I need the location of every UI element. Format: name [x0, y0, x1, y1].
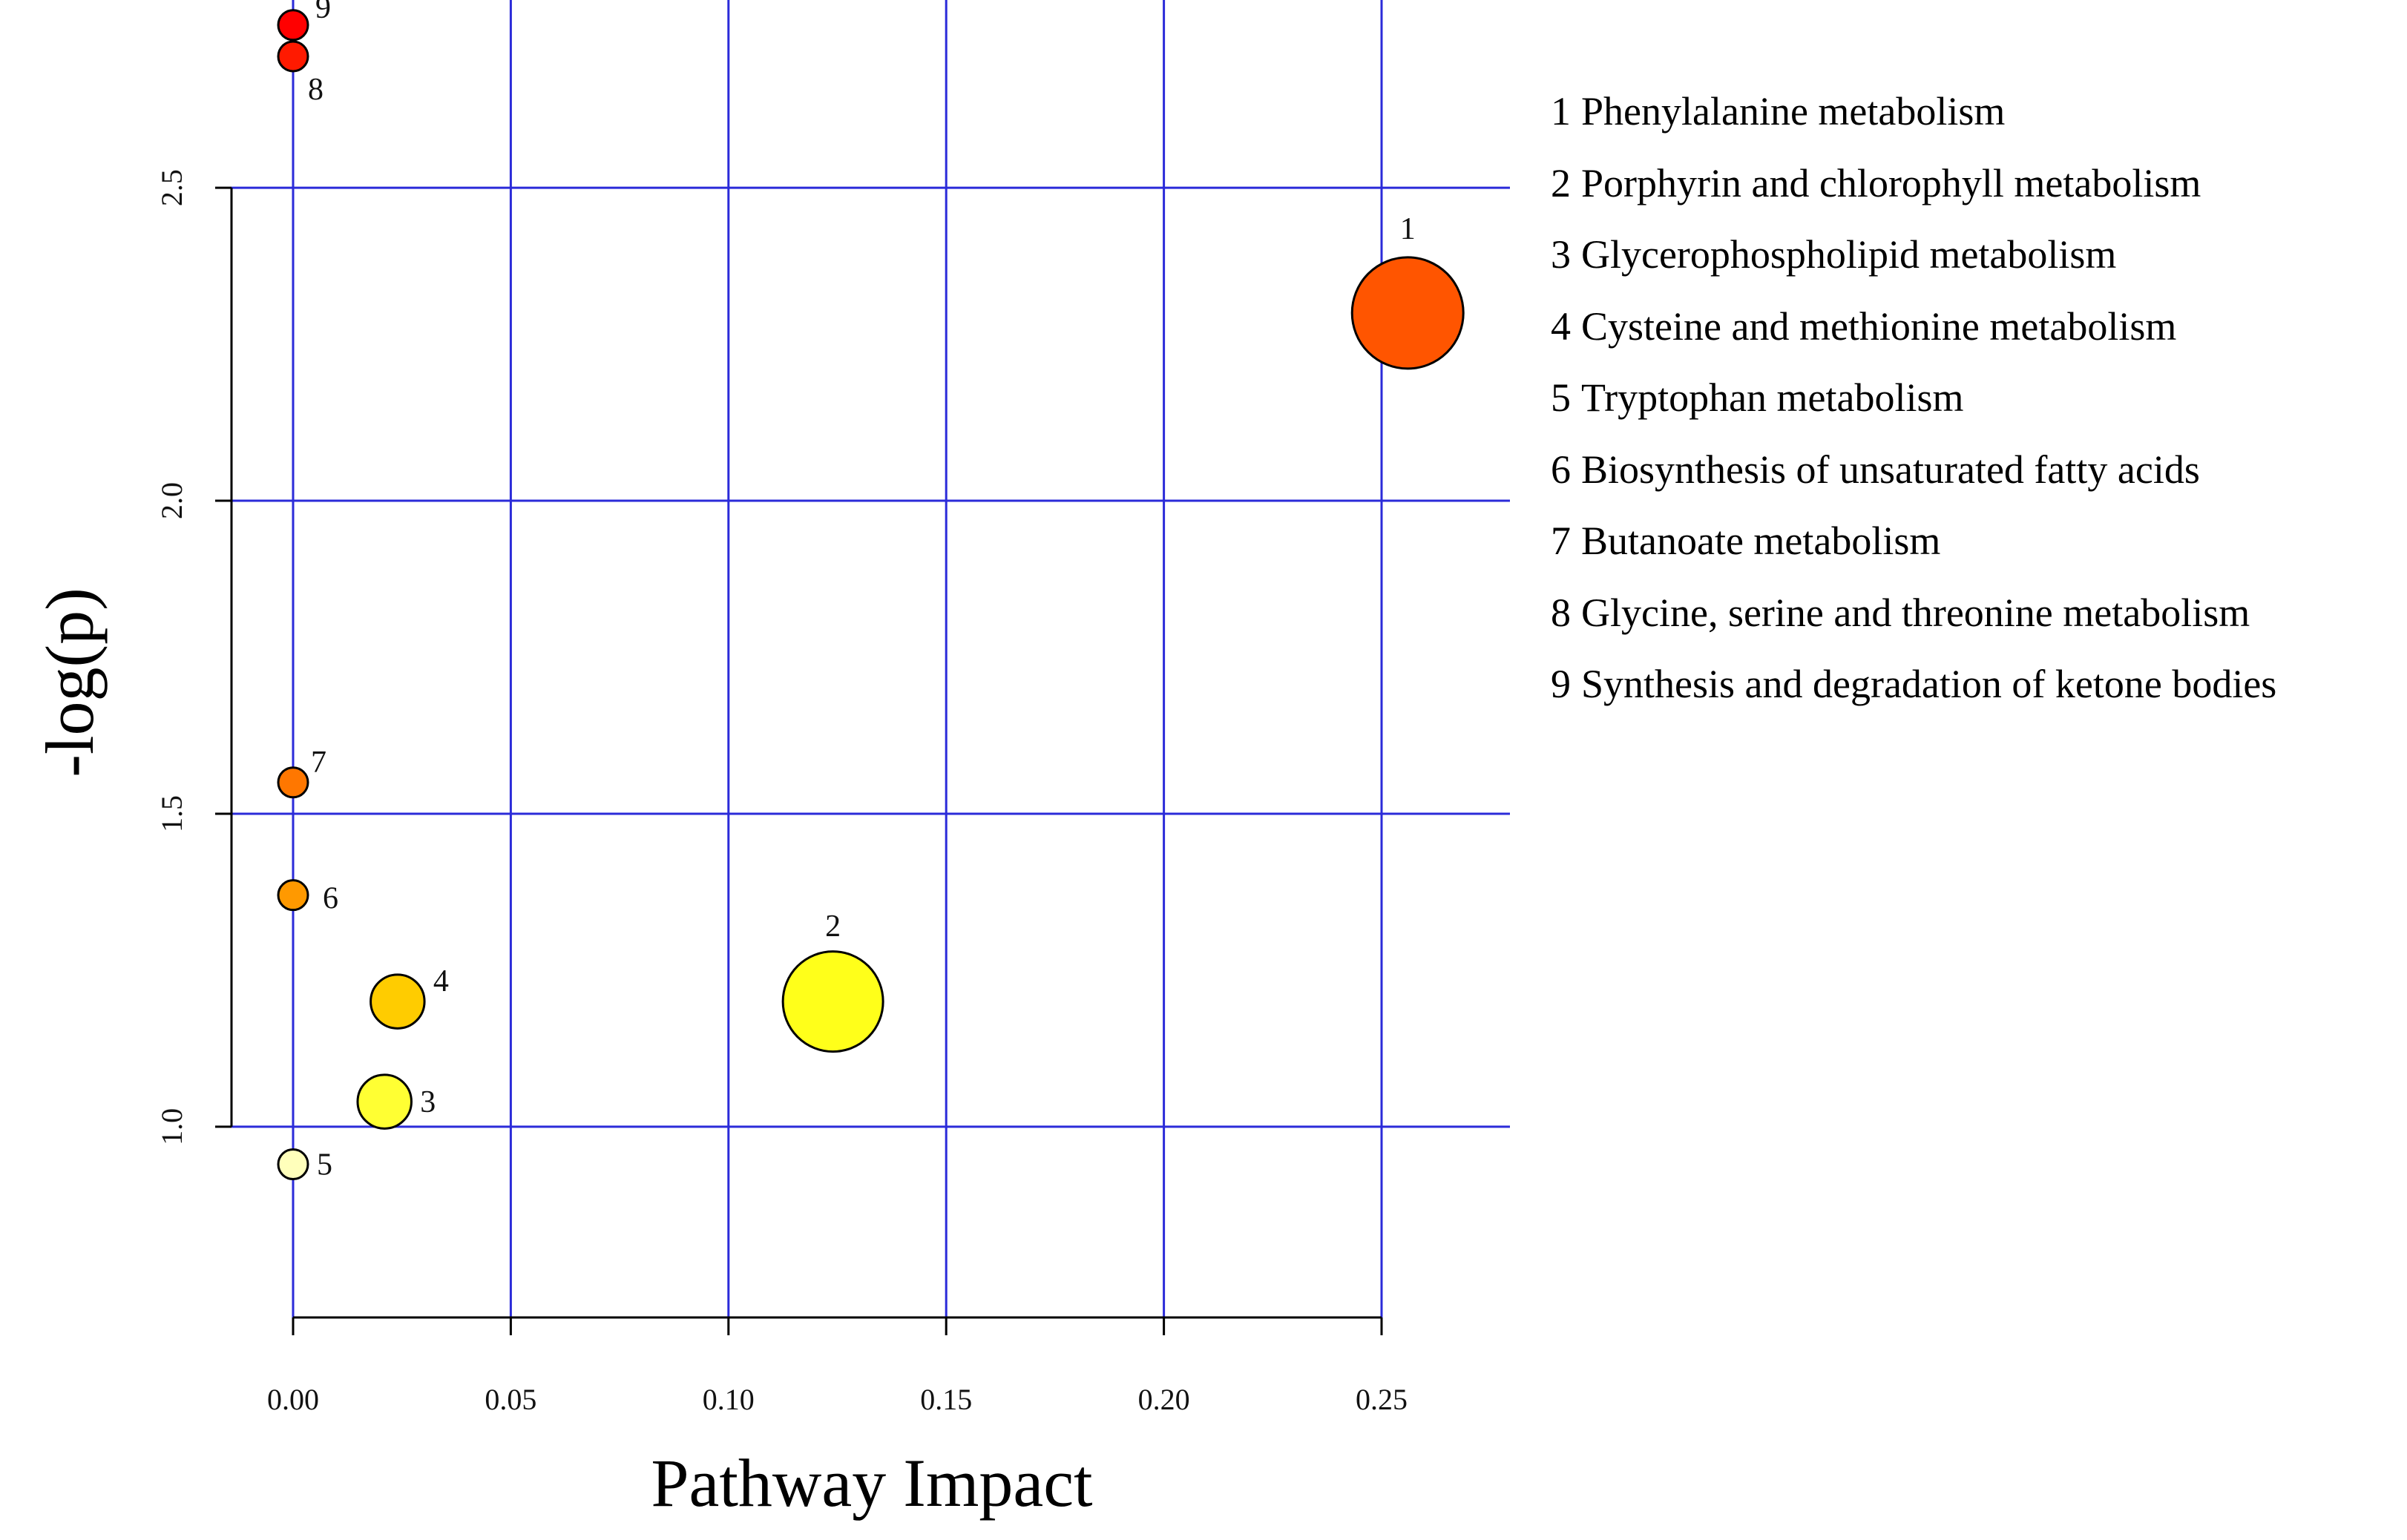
- tick-labels: 0.00 0.05 0.10 0.15 0.20 0.25 1.0 1.5 2.0 2.5: [155, 169, 1408, 1416]
- legend-item: 4 Cysteine and methionine metabolism: [1551, 291, 2276, 363]
- legend-item: 2 Porphyrin and chlorophyll metabolism: [1551, 148, 2276, 220]
- legend-item-label: Biosynthesis of unsaturated fatty acids: [1581, 447, 2200, 492]
- x-axis-title: Pathway Impact: [651, 1445, 1093, 1521]
- pathway-impact-chart: 0.00 0.05 0.10 0.15 0.20 0.25 1.0 1.5 2.0 2.5 1 2 3…: [32, 0, 1510, 1521]
- legend-item-label: Synthesis and degradation of ketone bodi…: [1581, 662, 2277, 706]
- legend-item-number: 4: [1551, 303, 1571, 349]
- point-5: [277, 1148, 309, 1180]
- legend-item-number: 1: [1551, 89, 1571, 134]
- point-label-9: 9: [315, 0, 331, 25]
- point-9: [277, 9, 309, 42]
- point-8: [277, 40, 309, 73]
- point-label-8: 8: [308, 73, 324, 107]
- point-label-4: 4: [433, 964, 449, 998]
- legend-item-label: Glycerophospholipid metabolism: [1581, 232, 2117, 277]
- legend-item: 3 Glycerophospholipid metabolism: [1551, 219, 2276, 291]
- grid: [231, 0, 1510, 1317]
- legend: 1 Phenylalanine metabolism 2 Porphyrin and …: [1551, 76, 2276, 720]
- point-label-7: 7: [311, 746, 326, 780]
- legend-item-number: 3: [1551, 232, 1571, 277]
- y-tick-label: 1.0: [155, 1108, 188, 1145]
- legend-item-label: Butanoate metabolism: [1581, 519, 1941, 563]
- legend-item-number: 8: [1551, 590, 1571, 635]
- point-label-1: 1: [1400, 212, 1416, 246]
- point-label-6: 6: [323, 882, 338, 916]
- y-tick-label: 2.0: [155, 482, 188, 519]
- legend-item-label: Glycine, serine and threonine metabolism: [1581, 590, 2250, 635]
- point-label-3: 3: [420, 1085, 436, 1119]
- y-tick-label: 1.5: [155, 795, 188, 832]
- legend-item-number: 7: [1551, 519, 1571, 563]
- legend-item-number: 5: [1551, 375, 1571, 420]
- point-7: [277, 766, 309, 799]
- legend-item-number: 9: [1551, 662, 1571, 706]
- x-tick-label: 0.25: [1356, 1383, 1408, 1416]
- y-tick-label: 2.5: [155, 169, 188, 206]
- legend-item: 7 Butanoate metabolism: [1551, 505, 2276, 577]
- legend-item: 8 Glycine, serine and threonine metabolis…: [1551, 577, 2276, 649]
- legend-item-label: Tryptophan metabolism: [1581, 375, 1964, 420]
- point-labels: 1 2 3 4 5 6 7 8 9: [308, 0, 1416, 1182]
- x-tick-label: 0.05: [485, 1383, 536, 1416]
- point-label-2: 2: [825, 909, 841, 944]
- data-points: [277, 9, 1465, 1180]
- point-3: [356, 1073, 413, 1130]
- legend-item: 6 Biosynthesis of unsaturated fatty acids: [1551, 434, 2276, 506]
- axes: [215, 186, 1383, 1335]
- point-label-5: 5: [317, 1148, 332, 1182]
- x-tick-label: 0.15: [920, 1383, 972, 1416]
- legend-item-label: Porphyrin and chlorophyll metabolism: [1581, 160, 2201, 205]
- y-axis-title: -log(p): [32, 588, 108, 777]
- point-2: [781, 950, 884, 1053]
- legend-item: 1 Phenylalanine metabolism: [1551, 76, 2276, 148]
- legend-item-number: 6: [1551, 447, 1571, 492]
- x-tick-label: 0.20: [1138, 1383, 1190, 1416]
- legend-item-number: 2: [1551, 160, 1571, 205]
- x-tick-label: 0.10: [703, 1383, 755, 1416]
- legend-item-label: Phenylalanine metabolism: [1581, 89, 2006, 134]
- legend-item: 9 Synthesis and degradation of ketone bod…: [1551, 648, 2276, 720]
- point-6: [277, 879, 309, 912]
- legend-item-label: Cysteine and methionine metabolism: [1581, 303, 2177, 349]
- point-1: [1350, 256, 1465, 370]
- x-tick-label: 0.00: [267, 1383, 319, 1416]
- point-4: [370, 973, 426, 1030]
- legend-item: 5 Tryptophan metabolism: [1551, 362, 2276, 434]
